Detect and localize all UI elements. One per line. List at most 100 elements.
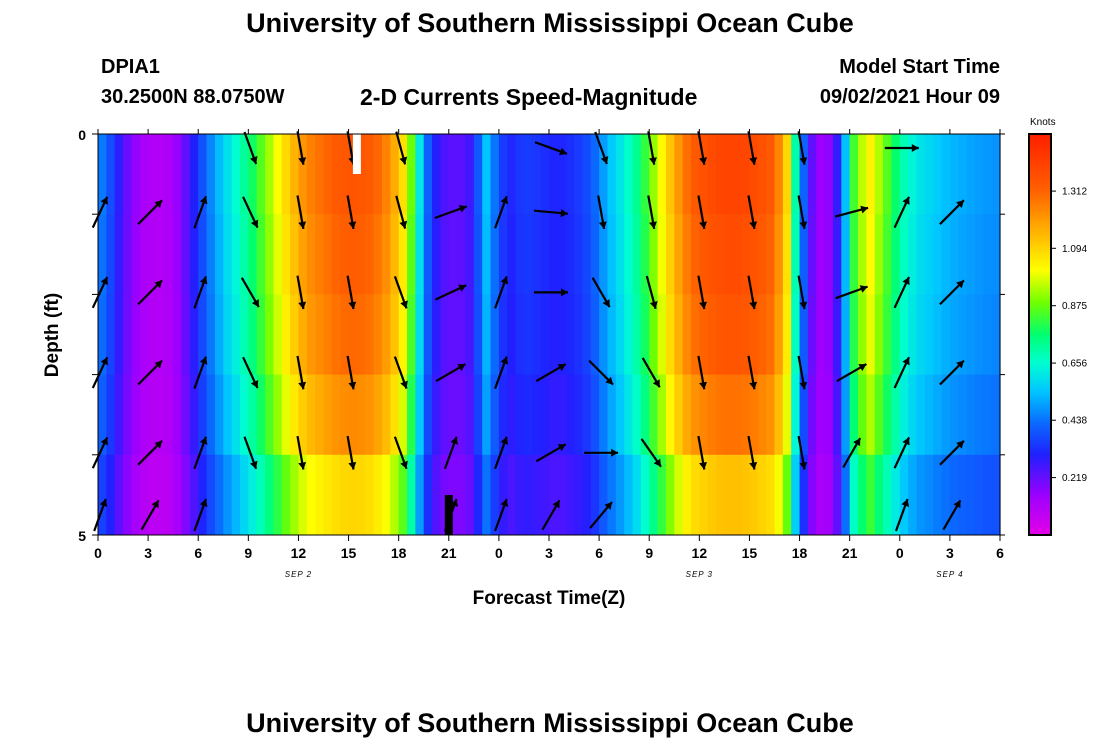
heat-cell — [690, 134, 700, 215]
heat-cell — [423, 374, 433, 456]
heat-cell — [757, 374, 767, 456]
heat-cell — [231, 134, 241, 215]
heat-cell — [649, 374, 659, 456]
heat-cell — [356, 134, 366, 215]
heat-cell — [924, 134, 934, 215]
heat-cell — [949, 214, 959, 295]
heat-cell — [774, 454, 784, 536]
heat-cell — [832, 134, 842, 215]
heat-cell — [816, 134, 826, 215]
heat-cell — [164, 134, 174, 215]
heat-cell — [699, 214, 709, 295]
heat-cell — [373, 294, 383, 376]
heat-cell — [816, 374, 826, 456]
heat-cell — [440, 134, 450, 215]
heat-cell — [223, 214, 233, 295]
heat-cell — [866, 454, 876, 536]
heat-cell — [807, 294, 817, 376]
heat-cell — [440, 374, 450, 456]
heat-cell — [866, 374, 876, 456]
heat-cell — [540, 214, 550, 295]
current-vector-head — [348, 462, 357, 470]
heat-cell — [306, 454, 316, 536]
heat-cell — [991, 294, 1001, 376]
heat-cell — [214, 134, 224, 215]
heat-cell — [515, 374, 525, 456]
heat-cell — [348, 374, 358, 456]
current-vector-head — [450, 499, 458, 507]
heat-cell — [398, 454, 408, 536]
heat-cell — [290, 294, 300, 376]
current-vector-head — [956, 360, 964, 369]
heat-cell — [490, 214, 500, 295]
heat-cell — [114, 454, 124, 536]
heat-cell — [799, 374, 809, 456]
current-vector-head — [500, 276, 509, 285]
heat-cell — [139, 134, 149, 215]
current-vector-head — [699, 301, 707, 310]
heat-cell — [273, 454, 283, 536]
heat-cell — [632, 454, 642, 536]
heat-cell — [866, 214, 876, 295]
heat-cell — [231, 454, 241, 536]
heat-cell — [515, 214, 525, 295]
heat-cell — [624, 294, 634, 376]
heat-cell — [306, 134, 316, 215]
heat-cell — [949, 454, 959, 536]
heat-cell — [532, 214, 542, 295]
heat-cell — [899, 374, 909, 456]
x-tick-label: 3 — [144, 545, 152, 561]
heat-cell — [348, 294, 358, 376]
current-vector-head — [348, 381, 357, 390]
current-vector-head — [199, 499, 208, 507]
current-vector-head — [858, 364, 867, 372]
x-tick-label: 12 — [692, 545, 708, 561]
current-vector-head — [552, 500, 560, 509]
heat-cell — [749, 294, 759, 376]
heat-cell — [248, 374, 258, 456]
data-marker-bar — [444, 495, 453, 535]
heat-cell — [214, 294, 224, 376]
heat-cell — [390, 374, 400, 456]
heat-cell — [407, 374, 416, 456]
heat-cell — [273, 294, 283, 376]
heat-cell — [858, 454, 867, 536]
heat-cell — [749, 214, 759, 295]
current-vector-head — [799, 462, 808, 470]
current-vector-head — [250, 380, 259, 388]
heat-cell — [490, 294, 500, 376]
heat-cell — [515, 294, 525, 376]
heat-cell — [114, 134, 124, 215]
heat-cell — [457, 294, 467, 376]
heat-cell — [523, 134, 533, 215]
heat-cell — [356, 294, 366, 376]
heat-cell — [532, 294, 542, 376]
heat-cell — [757, 134, 767, 215]
current-vector-head — [500, 196, 509, 205]
heat-cell — [924, 294, 934, 376]
heat-cell — [323, 454, 333, 536]
heat-cell — [741, 294, 751, 376]
current-vector-head — [251, 299, 259, 308]
heat-cell — [958, 134, 968, 215]
heat-cell — [173, 294, 183, 376]
current-vector-head — [799, 301, 808, 310]
heat-cell — [465, 214, 475, 295]
heat-cell — [958, 374, 968, 456]
heat-cell — [799, 214, 809, 295]
current-vector-head — [853, 438, 861, 447]
heat-cell — [615, 374, 625, 456]
heat-cell — [281, 294, 291, 376]
heat-cell — [306, 374, 316, 456]
heat-cell — [983, 294, 993, 376]
heat-cell — [248, 134, 258, 215]
heat-cell — [373, 374, 383, 456]
heat-cell — [323, 294, 333, 376]
heat-cell — [590, 214, 600, 295]
heat-cell — [223, 454, 233, 536]
heat-cell — [632, 294, 642, 376]
heat-cell — [98, 294, 107, 376]
heat-cell — [323, 214, 333, 295]
heat-cell — [757, 454, 767, 536]
heat-cell — [181, 454, 191, 536]
